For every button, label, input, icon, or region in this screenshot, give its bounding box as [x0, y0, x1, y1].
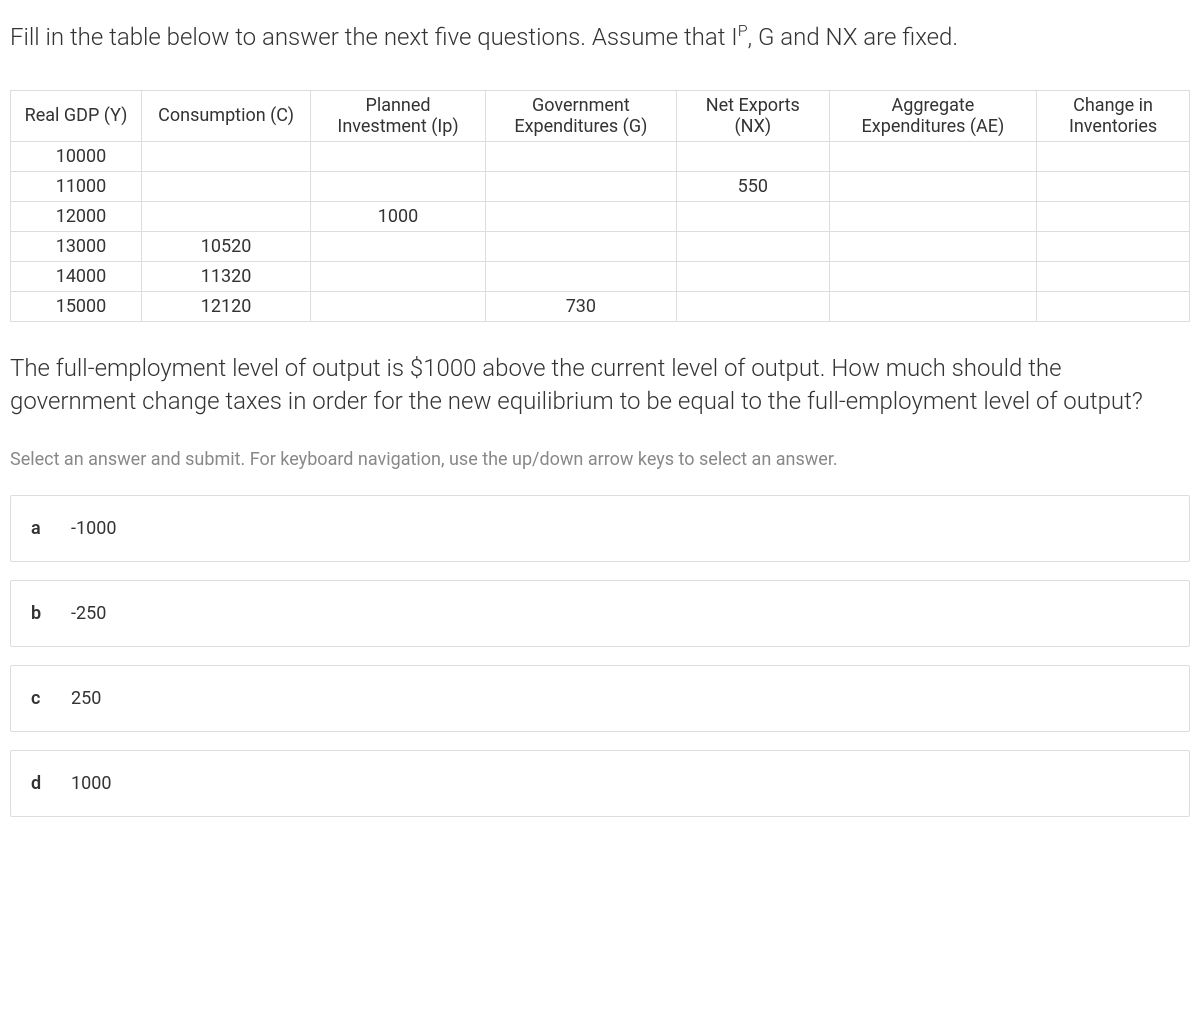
table-cell: 13000 — [11, 231, 142, 261]
answer-option-b[interactable]: b-250 — [10, 580, 1190, 647]
table-cell — [829, 231, 1036, 261]
table-cell — [829, 201, 1036, 231]
option-letter: d — [31, 773, 71, 794]
table-cell — [485, 141, 676, 171]
options-list: a-1000 b-250 c250 d1000 — [10, 495, 1190, 817]
table-row: 10000 — [11, 141, 1190, 171]
table-cell: 1000 — [311, 201, 486, 231]
table-cell — [676, 201, 829, 231]
table-cell — [676, 141, 829, 171]
table-cell — [829, 141, 1036, 171]
intro-prefix: Fill in the table below to answer the ne… — [10, 23, 738, 51]
table-cell — [829, 291, 1036, 321]
table-cell: 12120 — [142, 291, 311, 321]
table-cell — [485, 261, 676, 291]
table-cell — [1037, 171, 1190, 201]
table-row: 1500012120 730 — [11, 291, 1190, 321]
table-cell — [485, 171, 676, 201]
option-text: -1000 — [71, 518, 116, 539]
table-header: Planned Investment (Ip) — [311, 90, 486, 141]
table-cell — [485, 231, 676, 261]
table-row: 12000 1000 — [11, 201, 1190, 231]
table-cell — [829, 261, 1036, 291]
table-cell: 11000 — [11, 171, 142, 201]
table-cell — [1037, 261, 1190, 291]
option-letter: b — [31, 603, 71, 624]
table-cell — [1037, 291, 1190, 321]
table-header: Consumption (C) — [142, 90, 311, 141]
table-header: Real GDP (Y) — [11, 90, 142, 141]
table-cell — [142, 141, 311, 171]
table-cell — [1037, 141, 1190, 171]
table-header-row: Real GDP (Y) Consumption (C) Planned Inv… — [11, 90, 1190, 141]
instruction-text: Select an answer and submit. For keyboar… — [10, 449, 1190, 470]
table-cell — [829, 171, 1036, 201]
table-cell — [676, 261, 829, 291]
table-cell: 15000 — [11, 291, 142, 321]
table-cell — [485, 201, 676, 231]
question-body: The full-employment level of output is $… — [10, 352, 1190, 419]
option-letter: a — [31, 518, 71, 539]
table-row: 11000 550 — [11, 171, 1190, 201]
table-cell — [676, 291, 829, 321]
table-cell: 12000 — [11, 201, 142, 231]
table-cell — [311, 171, 486, 201]
table-cell: 550 — [676, 171, 829, 201]
table-header: Government Expenditures (G) — [485, 90, 676, 141]
table-row: 1400011320 — [11, 261, 1190, 291]
table-cell — [311, 291, 486, 321]
table-cell — [311, 231, 486, 261]
intro-suffix: , G and NX are fixed. — [748, 23, 959, 51]
table-cell: 10520 — [142, 231, 311, 261]
option-text: -250 — [71, 603, 106, 624]
table-cell — [142, 171, 311, 201]
table-body: 1000011000550120001000130001052014000113… — [11, 141, 1190, 321]
answer-option-a[interactable]: a-1000 — [10, 495, 1190, 562]
option-text: 250 — [71, 688, 101, 709]
table-cell — [1037, 231, 1190, 261]
intro-sup: P — [738, 21, 748, 40]
table-cell — [311, 261, 486, 291]
table-row: 1300010520 — [11, 231, 1190, 261]
option-letter: c — [31, 688, 71, 709]
table-cell: 10000 — [11, 141, 142, 171]
table-cell: 14000 — [11, 261, 142, 291]
answer-option-d[interactable]: d1000 — [10, 750, 1190, 817]
table-cell — [311, 141, 486, 171]
question-intro: Fill in the table below to answer the ne… — [10, 20, 1190, 55]
table-cell — [142, 201, 311, 231]
table-cell — [1037, 201, 1190, 231]
table-header: Change in Inventories — [1037, 90, 1190, 141]
table-cell: 11320 — [142, 261, 311, 291]
table-cell — [676, 231, 829, 261]
answer-option-c[interactable]: c250 — [10, 665, 1190, 732]
table-header: Aggregate Expenditures (AE) — [829, 90, 1036, 141]
table-header: Net Exports (NX) — [676, 90, 829, 141]
table-cell: 730 — [485, 291, 676, 321]
option-text: 1000 — [71, 773, 111, 794]
data-table: Real GDP (Y) Consumption (C) Planned Inv… — [10, 90, 1190, 322]
